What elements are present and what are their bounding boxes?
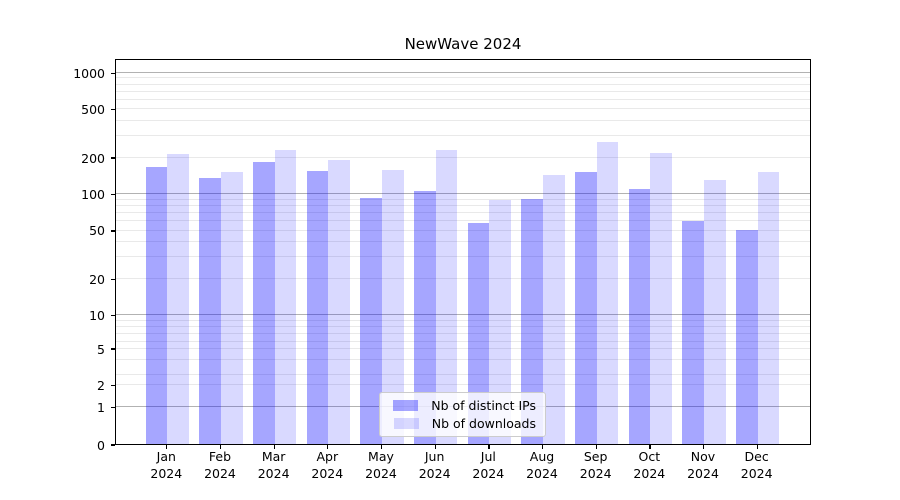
x-tick-mark xyxy=(595,445,597,449)
x-tick-mark xyxy=(380,445,383,449)
bar-distinct-ips-feb xyxy=(199,177,221,444)
bar-distinct-ips-jun xyxy=(414,190,436,444)
gridline-major xyxy=(116,71,810,73)
bar-distinct-ips-apr xyxy=(306,171,329,444)
y-tick-label-50: 50 xyxy=(89,223,105,239)
legend-swatch-distinct-ips xyxy=(393,400,419,411)
gridline-minor xyxy=(116,108,810,110)
y-tick-label-5: 5 xyxy=(97,341,105,357)
bar-downloads-jan xyxy=(167,153,189,444)
gridline-minor xyxy=(116,135,810,137)
y-tick-mark xyxy=(111,193,115,196)
y-tick-mark xyxy=(111,278,115,280)
bar-distinct-ips-nov xyxy=(682,221,704,444)
y-tick-mark xyxy=(111,348,115,350)
y-tick-mark xyxy=(111,72,115,74)
x-tick-mark xyxy=(327,445,329,449)
x-tick-label-jan: Jan 2024 xyxy=(150,449,183,481)
bar-downloads-apr xyxy=(328,160,350,444)
x-tick-label-apr: Apr 2024 xyxy=(311,449,344,481)
legend-label-downloads: Nb of downloads xyxy=(431,416,536,431)
y-tick-label-1000: 1000 xyxy=(73,65,105,81)
y-tick-label-2: 2 xyxy=(97,378,105,394)
x-tick-mark xyxy=(541,445,544,449)
bar-distinct-ips-oct xyxy=(628,189,651,444)
x-tick-mark xyxy=(434,445,436,449)
y-tick-label-20: 20 xyxy=(89,271,105,287)
y-tick-label-1: 1 xyxy=(97,400,105,416)
x-tick-label-may: May 2024 xyxy=(365,449,397,481)
plot-area xyxy=(115,59,811,445)
bar-downloads-may xyxy=(381,169,404,444)
x-tick-mark xyxy=(703,445,705,449)
x-tick-label-sep: Sep 2024 xyxy=(579,449,612,481)
y-tick-mark xyxy=(111,109,115,111)
bar-downloads-feb xyxy=(220,172,243,444)
y-tick-label-500: 500 xyxy=(81,102,105,118)
bar-downloads-oct xyxy=(650,153,672,444)
bar-downloads-sep xyxy=(596,141,619,444)
legend-label-distinct-ips: Nb of distinct IPs xyxy=(431,398,536,413)
bar-downloads-mar xyxy=(274,149,297,444)
x-tick-label-nov: Nov 2024 xyxy=(687,449,719,481)
y-tick-mark xyxy=(111,444,115,446)
bar-distinct-ips-aug xyxy=(521,199,543,444)
legend-swatch-downloads xyxy=(393,418,419,429)
y-tick-label-0: 0 xyxy=(97,437,105,453)
gridline-minor xyxy=(116,83,810,85)
x-tick-mark xyxy=(166,445,168,449)
bar-downloads-jun xyxy=(435,149,458,444)
x-tick-mark xyxy=(756,445,758,449)
gridline-minor xyxy=(116,77,810,79)
bar-distinct-ips-may xyxy=(360,197,382,444)
bar-distinct-ips-dec xyxy=(736,230,758,444)
y-tick-label-200: 200 xyxy=(81,150,105,166)
y-tick-mark xyxy=(111,230,115,232)
bar-distinct-ips-jan xyxy=(145,167,168,444)
x-tick-mark xyxy=(488,445,490,449)
x-tick-mark xyxy=(649,445,651,449)
x-tick-mark xyxy=(273,445,275,449)
x-tick-label-aug: Aug 2024 xyxy=(526,449,558,481)
gridline-minor xyxy=(116,120,810,122)
bar-distinct-ips-mar xyxy=(253,162,275,444)
x-tick-label-jul: Jul 2024 xyxy=(472,449,505,481)
chart-title: NewWave 2024 xyxy=(404,35,522,53)
legend-row-distinct-ips: Nb of distinct IPs xyxy=(386,398,536,413)
y-tick-mark xyxy=(111,315,115,317)
legend-row-downloads: Nb of downloads xyxy=(386,416,536,431)
y-tick-label-100: 100 xyxy=(81,187,105,202)
x-tick-label-mar: Mar 2024 xyxy=(257,449,290,481)
x-tick-label-oct: Oct 2024 xyxy=(633,449,666,481)
x-tick-label-jun: Jun 2024 xyxy=(418,449,451,481)
gridline-minor xyxy=(116,156,810,158)
y-tick-label-10: 10 xyxy=(89,308,105,324)
bar-downloads-dec xyxy=(757,171,780,444)
legend: Nb of distinct IPs Nb of downloads xyxy=(379,392,546,437)
bar-downloads-aug xyxy=(542,175,565,444)
gridline-minor xyxy=(116,98,810,100)
x-tick-mark xyxy=(219,445,222,449)
x-tick-label-feb: Feb 2024 xyxy=(204,449,236,481)
bar-downloads-nov xyxy=(704,179,726,444)
x-tick-label-dec: Dec 2024 xyxy=(740,449,773,481)
y-tick-mark xyxy=(111,157,115,159)
y-tick-mark xyxy=(111,385,115,387)
gridline-minor xyxy=(116,90,810,92)
y-tick-mark xyxy=(111,407,115,409)
bar-distinct-ips-sep xyxy=(575,171,597,444)
bar-downloads-jul xyxy=(489,200,511,444)
